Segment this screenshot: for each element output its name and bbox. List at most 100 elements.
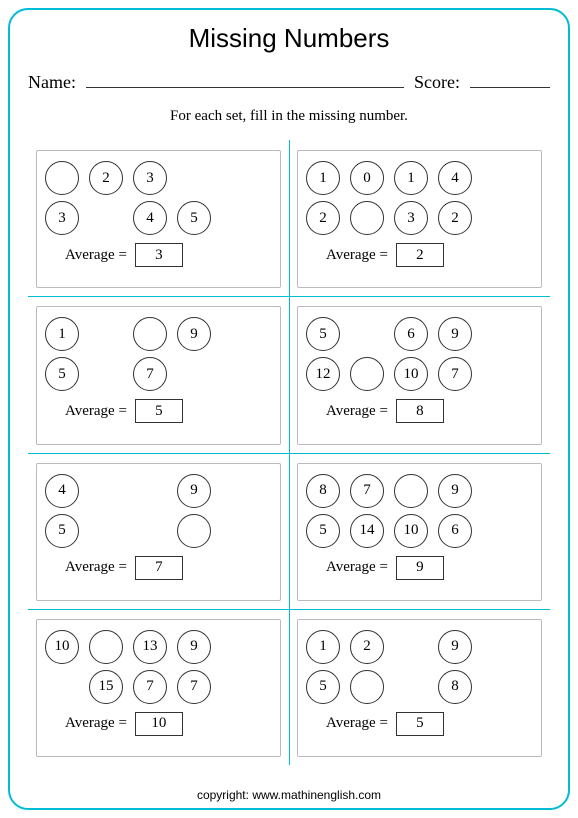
horizontal-divider [28, 453, 550, 454]
number-circle: 7 [177, 670, 211, 704]
circles-container: 1957 [45, 317, 272, 391]
problem-box: 12958Average =5 [297, 619, 542, 757]
number-circle: 1 [306, 630, 340, 664]
problem-box: 56912107Average =8 [297, 306, 542, 444]
spacer [89, 317, 123, 351]
average-value-box: 9 [396, 556, 444, 580]
missing-number-circle[interactable] [350, 670, 384, 704]
circle-row: 129 [306, 630, 533, 664]
circle-row: 10139 [45, 630, 272, 664]
spacer [394, 630, 428, 664]
spacer [89, 474, 123, 508]
problem-box: 495Average =7 [36, 463, 281, 601]
circle-row: 58 [306, 670, 533, 704]
number-circle: 6 [438, 514, 472, 548]
number-circle: 10 [394, 357, 428, 391]
number-circle: 13 [133, 630, 167, 664]
circles-container: 879514106 [306, 474, 533, 548]
number-circle: 4 [45, 474, 79, 508]
circle-row: 5 [45, 514, 272, 548]
average-row: Average =8 [306, 399, 533, 423]
spacer [89, 514, 123, 548]
missing-number-circle[interactable] [350, 201, 384, 235]
number-circle: 6 [394, 317, 428, 351]
number-circle: 1 [306, 161, 340, 195]
average-row: Average = 9 [306, 556, 533, 580]
average-value-box: 2 [396, 243, 444, 267]
missing-number-circle[interactable] [350, 357, 384, 391]
circles-container: 495 [45, 474, 272, 548]
number-circle: 2 [306, 201, 340, 235]
problem-box: 1014232Average =2 [297, 150, 542, 288]
average-value-box: 10 [135, 712, 183, 736]
average-value-box: 7 [135, 556, 183, 580]
average-value-box: 5 [396, 712, 444, 736]
number-circle: 5 [306, 317, 340, 351]
name-input-line[interactable] [86, 66, 404, 88]
missing-number-circle[interactable] [394, 474, 428, 508]
number-circle: 5 [45, 357, 79, 391]
copyright-text: copyright: www.mathinenglish.com [8, 788, 570, 802]
missing-number-circle[interactable] [45, 161, 79, 195]
missing-number-circle[interactable] [89, 630, 123, 664]
problem-box: 879514106 Average = 9 [297, 463, 542, 601]
missing-number-circle[interactable] [133, 317, 167, 351]
circles-container: 23345 [45, 161, 272, 235]
number-circle: 3 [394, 201, 428, 235]
number-circle: 7 [133, 670, 167, 704]
problem-cell: 879514106 Average = 9 [289, 453, 550, 609]
average-value-box: 8 [396, 399, 444, 423]
number-circle: 8 [438, 670, 472, 704]
average-value-box: 5 [135, 399, 183, 423]
problem-cell: 1014232Average =2 [289, 140, 550, 296]
circles-container: 12958 [306, 630, 533, 704]
spacer [45, 670, 79, 704]
number-circle: 15 [89, 670, 123, 704]
circle-row: 49 [45, 474, 272, 508]
number-circle: 8 [306, 474, 340, 508]
number-circle: 7 [133, 357, 167, 391]
circle-row: 1577 [45, 670, 272, 704]
number-circle: 1 [45, 317, 79, 351]
instruction-text: For each set, fill in the missing number… [28, 108, 550, 125]
missing-number-circle[interactable] [177, 514, 211, 548]
average-label: Average = [326, 559, 388, 576]
average-row: Average =3 [45, 243, 272, 267]
problem-cell: 12958Average =5 [289, 609, 550, 765]
average-label: Average = [65, 403, 127, 420]
problem-box: 1957Average =5 [36, 306, 281, 444]
spacer [350, 317, 384, 351]
circle-row: 232 [306, 201, 533, 235]
spacer [133, 514, 167, 548]
circles-container: 1014232 [306, 161, 533, 235]
number-circle: 1 [394, 161, 428, 195]
number-circle: 4 [438, 161, 472, 195]
number-circle: 5 [306, 670, 340, 704]
average-row: Average =5 [306, 712, 533, 736]
number-circle: 9 [177, 317, 211, 351]
number-circle: 9 [438, 630, 472, 664]
average-row: Average = 5 [45, 399, 272, 423]
score-input-line[interactable] [470, 66, 550, 88]
problem-cell: 1957Average =5 [28, 296, 289, 452]
page-title: Missing Numbers [28, 23, 550, 54]
number-circle: 9 [177, 630, 211, 664]
problem-cell: 495Average =7 [28, 453, 289, 609]
name-label: Name: [28, 72, 76, 93]
header-row: Name: Score: [28, 66, 550, 93]
spacer [394, 670, 428, 704]
problem-grid: 23345Average =31014232Average =21957Aver… [28, 140, 550, 765]
number-circle: 5 [177, 201, 211, 235]
average-row: Average =2 [306, 243, 533, 267]
average-label: Average = [65, 247, 127, 264]
spacer [133, 474, 167, 508]
circle-row: 57 [45, 357, 272, 391]
average-label: Average = [65, 559, 127, 576]
circle-row: 879 [306, 474, 533, 508]
number-circle: 9 [177, 474, 211, 508]
number-circle: 2 [89, 161, 123, 195]
number-circle: 3 [133, 161, 167, 195]
number-circle: 7 [350, 474, 384, 508]
number-circle: 7 [438, 357, 472, 391]
number-circle: 2 [438, 201, 472, 235]
